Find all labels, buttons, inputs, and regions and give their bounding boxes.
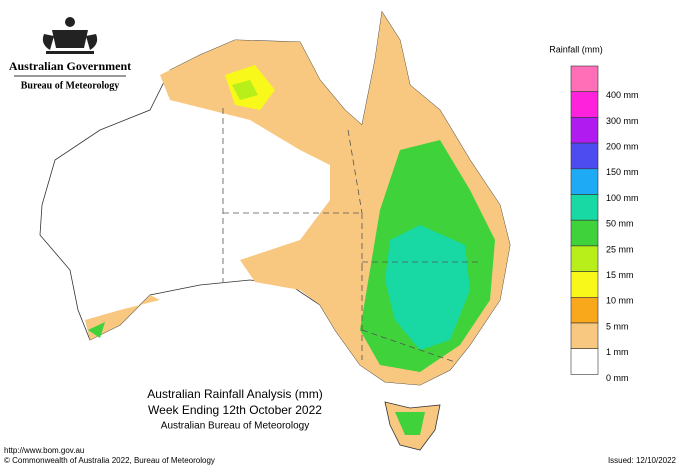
footer-url: http://www.bom.gov.au xyxy=(4,446,84,455)
legend-swatch xyxy=(570,219,599,247)
legend-label: 0 mm xyxy=(606,373,629,383)
legend-swatch xyxy=(570,245,599,272)
crest xyxy=(42,17,98,54)
legend-label: 200 mm xyxy=(606,141,639,151)
legend-swatch xyxy=(570,348,599,375)
legend-swatch xyxy=(570,168,599,195)
tasmania-rain xyxy=(395,412,425,435)
legend-label: 300 mm xyxy=(606,116,639,126)
state-borders xyxy=(222,108,480,363)
legend-label: 15 mm xyxy=(606,270,634,280)
rain-sw xyxy=(85,295,160,340)
rain-green-north xyxy=(232,80,258,100)
legend-swatch xyxy=(570,194,599,221)
legend-swatch xyxy=(570,296,599,324)
legend-label: 5 mm xyxy=(606,321,629,331)
legend-label: 10 mm xyxy=(606,296,634,306)
legend-label: 1 mm xyxy=(606,347,629,357)
legend-label: 50 mm xyxy=(606,219,634,229)
legend-label: 400 mm xyxy=(606,90,639,100)
agency: Bureau of Meteorology xyxy=(21,80,120,91)
legend-label: 25 mm xyxy=(606,244,634,254)
rain-teal-east xyxy=(385,225,470,350)
legend-title: Rainfall (mm) xyxy=(549,44,603,54)
legend: 400 mm 300 mm 200 mm 150 mm 100 mm 50 mm 25 mm… xyxy=(570,65,639,383)
caption-title: Australian Rainfall Analysis (mm) xyxy=(147,387,322,401)
legend-swatch xyxy=(570,271,599,298)
legend-swatch xyxy=(570,65,599,93)
caption-subtitle: Week Ending 12th October 2022 xyxy=(148,403,322,417)
footer-issued: Issued: 12/10/2022 xyxy=(608,456,677,465)
legend-swatch xyxy=(570,322,599,350)
map xyxy=(39,10,511,451)
rain-sw-green xyxy=(88,322,105,338)
legend-swatch xyxy=(570,91,599,118)
legend-label: 150 mm xyxy=(606,167,639,177)
footer-copyright: © Commonwealth of Australia 2022, Bureau… xyxy=(4,456,215,465)
government: Australian Government xyxy=(9,59,131,73)
legend-label: 100 mm xyxy=(606,193,639,203)
caption-source: Australian Bureau of Meteorology xyxy=(161,421,309,432)
legend-swatch xyxy=(570,117,599,144)
legend-swatch xyxy=(570,142,599,170)
